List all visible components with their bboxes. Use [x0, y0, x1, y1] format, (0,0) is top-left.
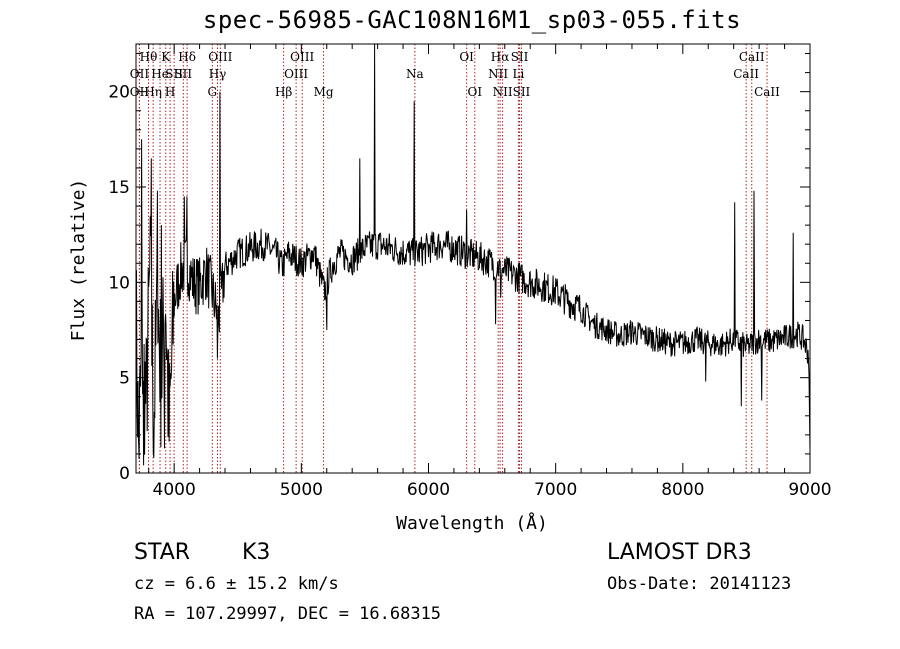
x-tick-label: 5000: [280, 480, 323, 500]
y-tick-label: 5: [119, 369, 130, 389]
line-label: OIII: [284, 67, 308, 81]
line-label: H: [165, 85, 175, 99]
redshift-readout: cz = 6.6 ± 15.2 km/s: [134, 574, 339, 594]
line-label: SII: [174, 67, 192, 81]
y-axis-label: Flux (relative): [68, 179, 89, 342]
coordinates-readout: RA = 107.29997, DEC = 16.68315: [134, 604, 442, 624]
line-label: Mg: [314, 85, 334, 99]
y-tick-label: 0: [119, 464, 130, 484]
plot-frame: [135, 43, 811, 474]
object-subclass: K3: [242, 540, 271, 565]
line-label: He: [151, 67, 169, 81]
observation-date: Obs-Date: 20141123: [607, 574, 792, 594]
survey-name: LAMOST DR3: [607, 540, 752, 565]
line-label: NII: [488, 67, 508, 81]
line-label: Li: [512, 67, 524, 81]
line-label: OII: [130, 67, 150, 81]
y-axis-ticks: 0 5 10 15 20: [108, 53, 810, 484]
line-label: Hα: [491, 50, 510, 64]
line-label: NII: [493, 85, 513, 99]
line-label: SII: [511, 50, 529, 64]
x-axis-ticks: 4000 5000 6000 7000 8000 9000: [148, 44, 832, 500]
object-class: STAR: [134, 540, 191, 565]
line-label: Hη: [144, 85, 162, 99]
line-label: Hγ: [209, 67, 227, 81]
chart-title: spec-56985-GAC108N16M1_sp03-055.fits: [202, 6, 742, 34]
line-label: OIII: [208, 50, 232, 64]
line-label: OIII: [290, 50, 314, 64]
y-tick-label: 10: [108, 273, 130, 293]
line-label: OI: [459, 50, 474, 64]
x-tick-label: 6000: [407, 480, 450, 500]
line-label: CaII: [739, 50, 765, 64]
y-tick-label: 15: [108, 178, 130, 198]
x-tick-label: 7000: [534, 480, 577, 500]
x-tick-label: 9000: [788, 480, 831, 500]
line-label: OI: [467, 85, 482, 99]
line-label: SII: [165, 67, 183, 81]
line-label: G: [208, 85, 218, 99]
x-tick-label: 4000: [153, 480, 196, 500]
x-tick-label: 8000: [661, 480, 704, 500]
line-label: Hβ: [275, 85, 292, 99]
line-label: SII: [513, 85, 531, 99]
line-label: CaII: [754, 85, 780, 99]
y-tick-label: 20: [108, 83, 130, 103]
line-label: Na: [406, 67, 424, 81]
line-label: Hδ: [178, 50, 196, 64]
line-label: Hθ: [140, 50, 158, 64]
series-line-flux: [135, 43, 811, 466]
line-label: CaII: [733, 67, 759, 81]
x-axis-label: Wavelength (Å): [396, 512, 548, 534]
line-label: K: [161, 50, 171, 64]
